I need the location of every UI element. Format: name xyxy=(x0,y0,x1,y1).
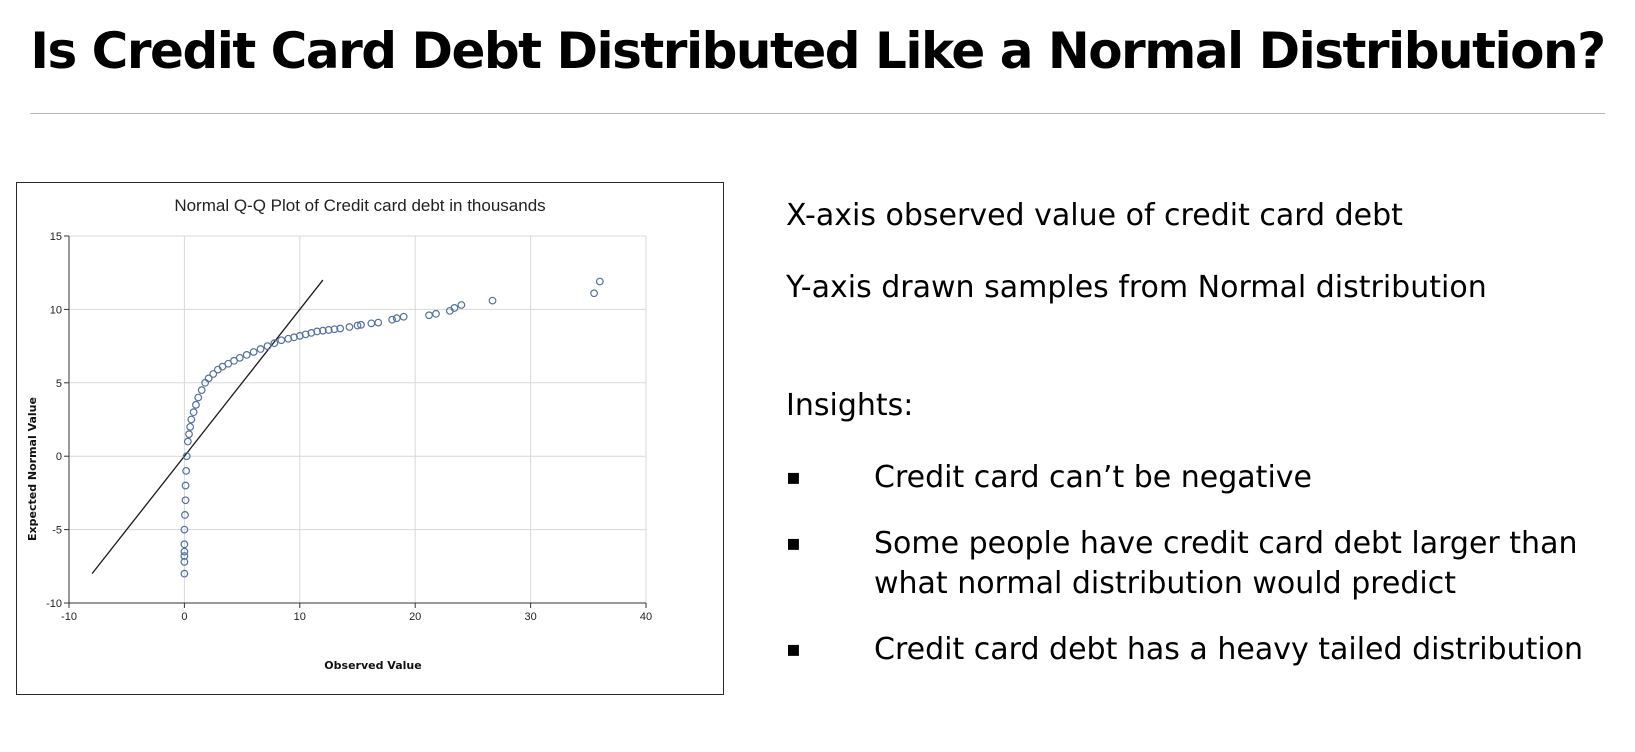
data-points xyxy=(180,277,604,578)
insight-text: Credit card debt has a heavy tailed dist… xyxy=(874,632,1584,667)
data-point xyxy=(457,301,466,309)
bullet-square-icon: ▪ xyxy=(786,531,801,556)
data-point xyxy=(388,315,397,324)
data-point xyxy=(204,374,213,383)
y-tick-label: 10 xyxy=(50,304,62,316)
data-point xyxy=(187,415,196,424)
data-point xyxy=(345,323,354,331)
data-point xyxy=(209,370,218,378)
qq-plot-chart: Normal Q-Q Plot of Credit card debt in t… xyxy=(26,196,652,672)
data-point xyxy=(194,393,203,402)
insight-text: Some people have credit card debt larger… xyxy=(874,526,1578,601)
x-tick-label: 40 xyxy=(640,611,652,623)
data-point xyxy=(450,304,459,312)
data-point xyxy=(324,326,333,334)
data-point xyxy=(392,314,401,323)
data-point xyxy=(270,339,279,348)
data-point xyxy=(242,351,251,359)
data-point xyxy=(263,342,272,351)
x-tick-label: 0 xyxy=(181,611,187,623)
data-point xyxy=(249,348,258,356)
x-axis-label: Observed Value xyxy=(324,659,421,672)
data-point xyxy=(357,320,365,329)
data-point xyxy=(181,511,189,519)
x-axis-note: X-axis observed value of credit card deb… xyxy=(786,198,1403,233)
data-point xyxy=(277,336,286,345)
x-tick-label: 20 xyxy=(409,611,421,623)
data-point xyxy=(595,277,604,286)
insight-text: Credit card can’t be negative xyxy=(874,460,1312,495)
reference-line-group xyxy=(91,279,324,575)
data-point xyxy=(590,289,598,298)
data-point xyxy=(399,312,408,321)
data-point xyxy=(235,353,244,362)
reference-line xyxy=(91,279,324,575)
y-tick-label: -10 xyxy=(46,598,62,610)
data-point xyxy=(330,325,339,334)
data-point xyxy=(432,309,440,318)
axes: -10 0 10 20 30 40 -10 -5 0 5 10 15 xyxy=(46,231,652,623)
data-point xyxy=(185,430,193,439)
y-axis-label: Expected Normal Value xyxy=(26,397,39,541)
bullet-square-icon: ▪ xyxy=(786,637,801,662)
data-point xyxy=(180,569,189,578)
data-point xyxy=(181,481,190,490)
data-point xyxy=(181,496,190,505)
grid-lines xyxy=(69,235,647,603)
x-tick-label: -10 xyxy=(61,611,77,623)
data-point xyxy=(197,386,206,395)
data-point xyxy=(256,345,265,353)
bullet-square-icon: ▪ xyxy=(786,465,801,490)
chart-title: Normal Q-Q Plot of Credit card debt in t… xyxy=(174,196,545,215)
y-tick-label: 5 xyxy=(56,378,62,390)
data-point xyxy=(367,319,376,328)
data-point xyxy=(183,437,192,446)
data-point xyxy=(336,324,345,333)
y-tick-label: -5 xyxy=(52,525,62,537)
data-point xyxy=(180,557,189,566)
title-divider xyxy=(30,113,1605,114)
data-point xyxy=(182,452,191,461)
data-point xyxy=(353,321,362,330)
data-point xyxy=(374,318,383,327)
data-point xyxy=(180,547,189,556)
data-point xyxy=(488,296,497,305)
y-tick-label: 0 xyxy=(56,451,62,463)
x-tick-label: 10 xyxy=(294,611,306,623)
insights-heading: Insights: xyxy=(786,388,914,423)
data-point xyxy=(318,326,327,335)
y-tick-label: 15 xyxy=(50,231,62,243)
y-axis-note: Y-axis drawn samples from Normal distrib… xyxy=(786,270,1487,305)
data-point xyxy=(192,400,200,409)
data-point xyxy=(425,311,433,320)
slide-title: Is Credit Card Debt Distributed Like a N… xyxy=(30,22,1606,80)
qq-plot-panel: Normal Q-Q Plot of Credit card debt in t… xyxy=(16,182,724,695)
data-point xyxy=(186,422,195,431)
data-point xyxy=(313,327,322,336)
data-point xyxy=(189,408,198,417)
data-point xyxy=(180,540,189,549)
data-point xyxy=(180,525,189,534)
x-tick-label: 30 xyxy=(524,611,536,623)
data-point xyxy=(182,466,191,475)
data-point xyxy=(180,552,189,560)
